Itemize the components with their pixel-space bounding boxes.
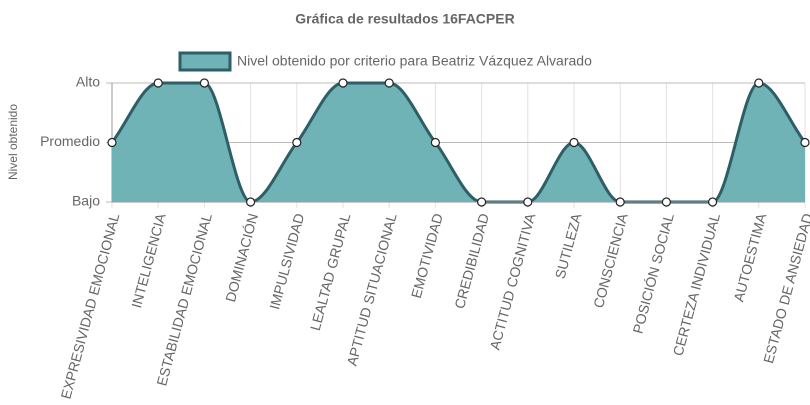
- point: [569, 137, 579, 148]
- point: [199, 78, 209, 88]
- y-tick-label: Alto: [76, 74, 100, 90]
- point: [246, 197, 256, 207]
- x-tick-label: IMPULSIVIDAD: [266, 212, 307, 312]
- legend-swatch: [178, 51, 232, 72]
- point: [800, 137, 810, 148]
- point: [430, 137, 440, 148]
- x-tick-label: SUTILEZA: [552, 211, 585, 280]
- x-tick-label: DOMINACIÓN: [222, 212, 261, 304]
- x-tick-label: ESTADO DE ANSIEDAD: [760, 212, 810, 365]
- x-tick-label: POSICIÓN SOCIAL: [629, 211, 677, 335]
- y-axis-title: Nivel obtenido: [6, 104, 20, 180]
- point: [477, 197, 487, 207]
- point: [107, 137, 117, 148]
- x-tick-label: ACTITUD COGNITIVA: [486, 211, 538, 352]
- point: [754, 78, 764, 88]
- point: [292, 137, 302, 148]
- point: [384, 78, 394, 88]
- point: [338, 78, 348, 88]
- x-tick-label: EMOTIVIDAD: [408, 212, 446, 300]
- x-tick-label: APTITUD SITUACIONAL: [344, 211, 400, 367]
- point: [523, 197, 533, 207]
- x-tick-label: CERTEZA INDIVIDUAL: [670, 211, 723, 357]
- y-tick-label: Bajo: [72, 193, 100, 209]
- point: [661, 197, 672, 207]
- x-tick-label: AUTOESTIMA: [730, 211, 769, 303]
- x-tick-label: INTELIGENCIA: [128, 211, 169, 310]
- legend-label: Nivel obtenido por criterio para Beatriz…: [237, 53, 592, 69]
- x-tick-label: CREDIBILIDAD: [451, 212, 492, 311]
- x-tick-label: LEALTAD GRUPAL: [307, 211, 354, 332]
- x-tick-label: CONSCIENCIA: [590, 211, 631, 310]
- point: [153, 78, 163, 88]
- x-tick-label: EXPRESIVIDAD EMOCIONAL: [57, 211, 122, 400]
- point: [707, 197, 718, 207]
- area: [112, 83, 805, 202]
- chart-title: Gráfica de resultados 16FACPER: [295, 11, 514, 27]
- y-tick-label: Promedio: [40, 133, 100, 149]
- point: [615, 197, 625, 207]
